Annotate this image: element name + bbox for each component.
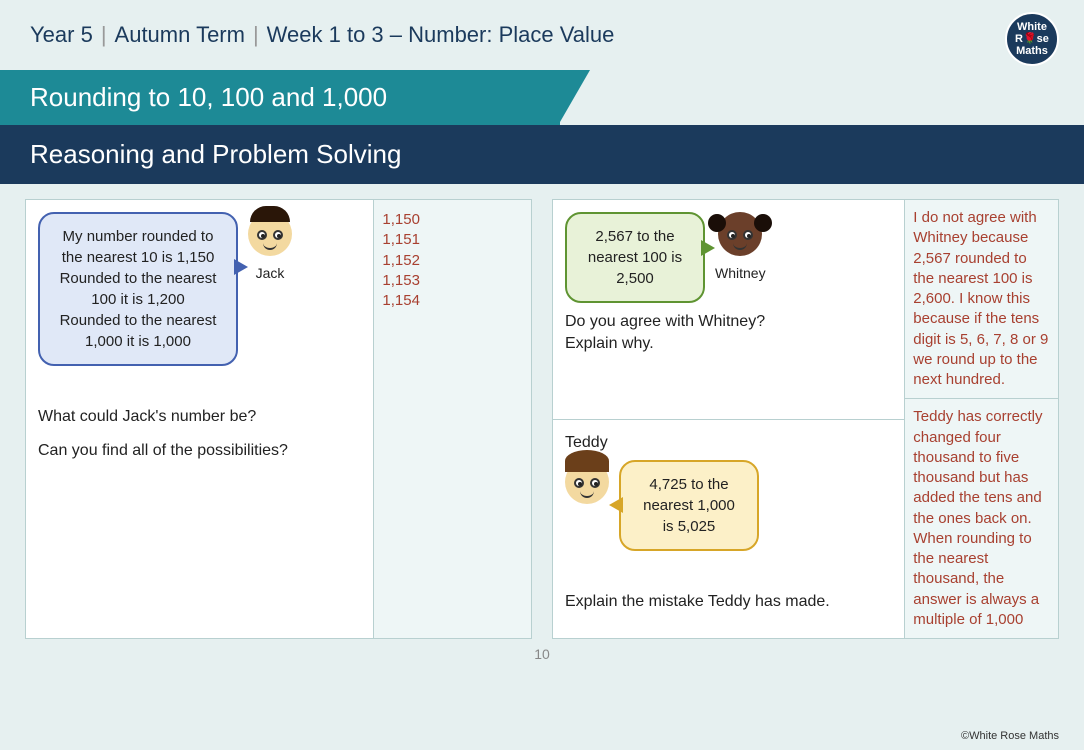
header-bar: Year 5 | Autumn Term | Week 1 to 3 – Num…: [0, 0, 1084, 70]
jack-face-icon: [248, 212, 292, 256]
teddy-name: Teddy: [565, 432, 892, 454]
whitney-q1: Do you agree with Whitney?: [565, 311, 892, 333]
right-answer-column: I do not agree with Whitney because 2,56…: [904, 200, 1058, 638]
whitney-speech-bubble: 2,567 to the nearest 100 is 2,500: [565, 212, 705, 303]
topic-title: Rounding to 10, 100 and 1,000: [0, 70, 560, 125]
teddy-question: Teddy 4,725 to the nearest 1,000 is 5,02…: [553, 420, 904, 639]
logo-line3: Maths: [1016, 45, 1048, 57]
term-label: Autumn Term: [115, 22, 245, 48]
jack-character: Jack: [248, 212, 292, 283]
logo-badge: White R🌹se Maths: [1005, 12, 1059, 66]
copyright-text: ©White Rose Maths: [961, 730, 1059, 742]
answer-item: 1,150: [382, 210, 523, 230]
teddy-speech-bubble: 4,725 to the nearest 1,000 is 5,025: [619, 460, 759, 551]
separator: |: [101, 22, 107, 48]
week-label: Week 1 to 3 – Number: Place Value: [267, 22, 615, 48]
left-question-column: My number rounded to the nearest 10 is 1…: [26, 200, 373, 638]
left-q1: What could Jack's number be?: [38, 406, 361, 428]
left-panel: My number rounded to the nearest 10 is 1…: [25, 199, 532, 639]
whitney-question: 2,567 to the nearest 100 is 2,500 Whitne…: [553, 200, 904, 420]
logo-line2: R🌹se: [1015, 33, 1049, 45]
section-title: Reasoning and Problem Solving: [0, 125, 1084, 184]
right-question-column: 2,567 to the nearest 100 is 2,500 Whitne…: [553, 200, 904, 638]
answer-item: 1,151: [382, 230, 523, 250]
right-panel: 2,567 to the nearest 100 is 2,500 Whitne…: [552, 199, 1059, 639]
whitney-q2: Explain why.: [565, 333, 892, 355]
left-q2: Can you find all of the possibilities?: [38, 440, 361, 462]
jack-speech-bubble: My number rounded to the nearest 10 is 1…: [38, 212, 238, 366]
page-number: 10: [0, 646, 1084, 662]
logo-line1: White: [1017, 21, 1047, 33]
answer-item: 1,152: [382, 251, 523, 271]
teddy-character: [565, 460, 609, 512]
whitney-character: Whitney: [715, 212, 766, 283]
answer-item: 1,154: [382, 291, 523, 311]
content-area: My number rounded to the nearest 10 is 1…: [0, 184, 1084, 644]
teddy-answer: Teddy has correctly changed four thousan…: [905, 399, 1058, 638]
teddy-q: Explain the mistake Teddy has made.: [565, 591, 892, 613]
year-label: Year 5: [30, 22, 93, 48]
answer-item: 1,153: [382, 271, 523, 291]
whitney-answer: I do not agree with Whitney because 2,56…: [905, 200, 1058, 399]
separator: |: [253, 22, 259, 48]
whitney-face-icon: [718, 212, 762, 256]
left-answer-column: 1,150 1,151 1,152 1,153 1,154: [373, 200, 531, 638]
jack-name: Jack: [256, 265, 285, 281]
teddy-face-icon: [565, 460, 609, 504]
whitney-name: Whitney: [715, 265, 766, 281]
